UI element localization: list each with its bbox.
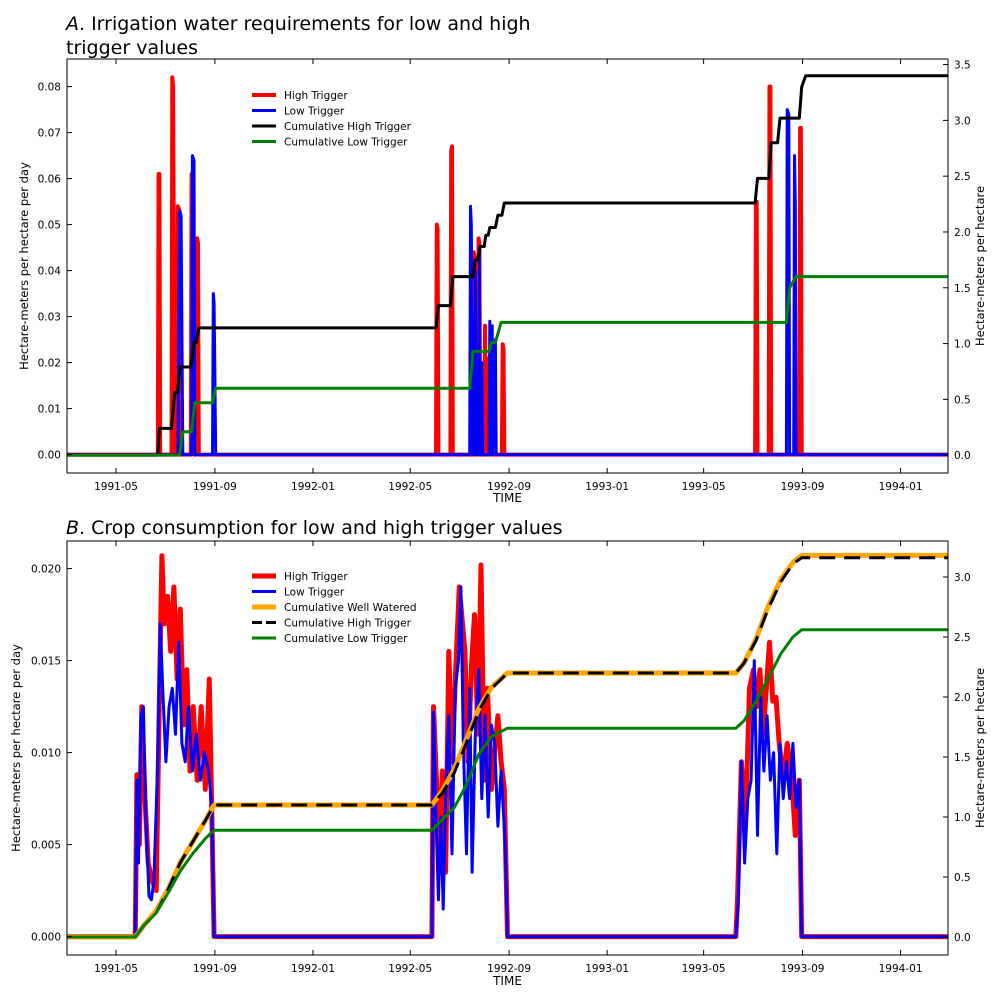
y-left-axis-label: Hectare-meters per hectare per day <box>17 162 31 370</box>
legend-label: Cumulative Low Trigger <box>284 137 408 149</box>
x-tick-label: 1994-01 <box>879 963 923 975</box>
series-line-low-trigger <box>67 108 948 457</box>
series-line-cumulative-low-trigger <box>67 628 948 939</box>
y-right-tick-label: 2.0 <box>954 692 971 704</box>
legend: High Trigger Low Trigger Cumulative Well … <box>252 571 417 645</box>
y-left-tick-label: 0.02 <box>38 358 61 370</box>
x-tick-label: 1993-05 <box>682 963 726 975</box>
x-axis-label: TIME <box>492 974 522 988</box>
y-right-tick-label: 1.0 <box>954 339 971 351</box>
x-tick-label: 1991-09 <box>193 963 237 975</box>
x-tick-label: 1992-09 <box>487 963 531 975</box>
y-left-tick-label: 0.04 <box>38 266 62 278</box>
series-line-cumulative-high-trigger <box>67 74 948 457</box>
y-right-tick-label: 1.0 <box>954 812 971 824</box>
y-left-tick-label: 0.06 <box>38 174 62 186</box>
panel-a-title-text: . Irrigation water requirements for low … <box>79 13 531 35</box>
x-tick-label: 1993-09 <box>781 963 825 975</box>
y-right-tick-label: 2.5 <box>954 171 971 183</box>
plot-area <box>67 74 948 457</box>
series-line-high-trigger <box>67 75 948 457</box>
y-right-tick-label: 0.0 <box>954 450 971 462</box>
legend-label: Cumulative High Trigger <box>284 121 412 133</box>
panel-a: 1991-05 1991-09 1992-01 1992-05 1992-09 1993-… <box>17 58 987 505</box>
y-right-tick-label: 2.0 <box>954 227 971 239</box>
y-right-tick-label: 3.0 <box>954 115 971 127</box>
panel-a-title: A. Irrigation water requirements for low… <box>66 12 531 60</box>
y-right-tick-label: 3.5 <box>954 60 971 72</box>
legend-label: High Trigger <box>284 90 348 102</box>
legend-label: Low Trigger <box>284 587 345 599</box>
x-tick-label: 1991-05 <box>94 963 138 975</box>
y-left-tick-label: 0.00 <box>38 450 61 462</box>
x-axis-label: TIME <box>492 491 522 505</box>
panel-b-title: B. Crop consumption for low and high tri… <box>66 516 562 540</box>
legend-label: High Trigger <box>284 571 348 583</box>
panel-b-title-text: . Crop consumption for low and high trig… <box>79 517 563 539</box>
legend-label: Cumulative Well Watered <box>284 602 417 614</box>
y-left-tick-label: 0.010 <box>31 748 61 760</box>
plot-area <box>67 552 948 940</box>
y-right-tick-label: 0.5 <box>954 394 971 406</box>
x-tick-label: 1993-05 <box>682 481 726 493</box>
series-line-low-trigger <box>67 585 948 939</box>
y-right-tick-label: 0.5 <box>954 872 971 884</box>
y-right-tick-label: 3.0 <box>954 572 971 584</box>
x-tick-label: 1991-09 <box>193 481 237 493</box>
panel-b-title-letter: B <box>66 517 80 539</box>
y-left-tick-label: 0.000 <box>31 932 61 944</box>
x-tick-label: 1993-09 <box>781 481 825 493</box>
x-tick-label: 1992-01 <box>291 963 335 975</box>
plot-frame <box>66 58 949 474</box>
y-left-tick-label: 0.03 <box>38 312 61 324</box>
x-tick-label: 1992-09 <box>487 481 531 493</box>
y-right-tick-label: 1.5 <box>954 752 971 764</box>
x-tick-label: 1993-01 <box>585 963 629 975</box>
y-left-tick-label: 0.01 <box>38 404 61 416</box>
plot-frame <box>66 540 949 956</box>
y-left-tick-label: 0.08 <box>38 82 61 94</box>
y-left-tick-label: 0.020 <box>31 564 61 576</box>
legend-label: Low Trigger <box>284 106 345 118</box>
y-left-tick-label: 0.07 <box>38 128 61 140</box>
legend-label: Cumulative High Trigger <box>284 618 412 630</box>
x-tick-label: 1992-05 <box>388 963 432 975</box>
x-tick-label: 1994-01 <box>879 481 923 493</box>
series-line-cumulative-low-trigger <box>67 275 948 457</box>
x-tick-label: 1992-01 <box>291 481 335 493</box>
y-right-tick-label: 2.5 <box>954 632 971 644</box>
y-right-tick-label: 0.0 <box>954 932 971 944</box>
y-right-axis-label: Hectare-meters per hectare <box>973 186 987 346</box>
legend: High Trigger Low Trigger Cumulative High T… <box>252 90 412 149</box>
legend-label: Cumulative Low Trigger <box>284 633 408 645</box>
y-left-tick-label: 0.005 <box>31 840 61 852</box>
x-tick-label: 1991-05 <box>94 481 138 493</box>
panel-b: 1991-05 1991-09 1992-01 1992-05 1992-09 1993-… <box>9 540 987 988</box>
y-right-axis-label: Hectare-meters per hectare <box>973 668 987 828</box>
y-right-tick-label: 1.5 <box>954 283 971 295</box>
y-left-tick-label: 0.015 <box>31 656 61 668</box>
panel-a-title-letter: A <box>66 13 79 35</box>
x-tick-label: 1992-05 <box>388 481 432 493</box>
y-left-tick-label: 0.05 <box>38 220 61 232</box>
x-tick-label: 1993-01 <box>585 481 629 493</box>
panel-a-title-text-line2: trigger values <box>66 37 198 59</box>
y-left-axis-label: Hectare-meters per hectare per day <box>9 644 23 852</box>
